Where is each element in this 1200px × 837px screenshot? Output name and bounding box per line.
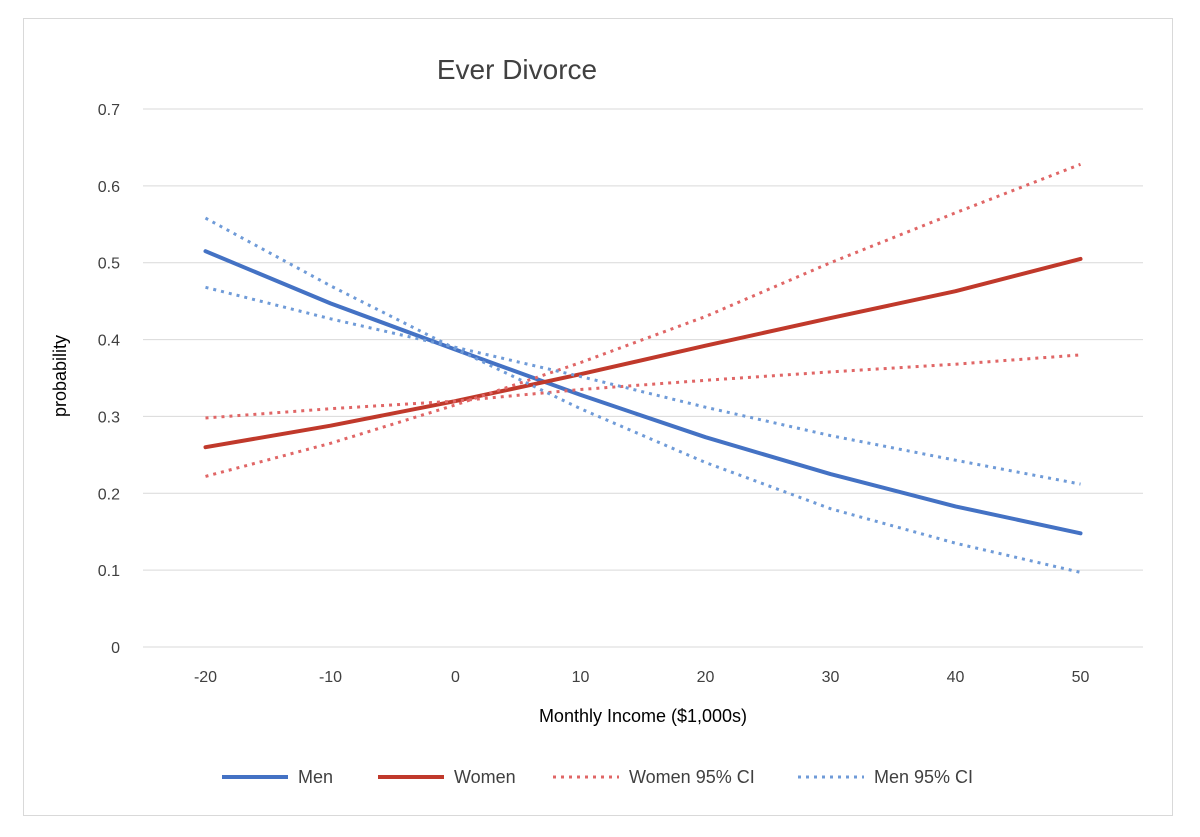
x-tick-label: -10 <box>319 669 342 686</box>
x-tick-label: 20 <box>697 669 715 686</box>
y-tick-label: 0.6 <box>98 179 120 196</box>
y-tick-label: 0.1 <box>98 563 120 580</box>
x-tick-label: 0 <box>451 669 460 686</box>
series-line-women-95-ci <box>205 162 1082 478</box>
x-tick-label: 10 <box>572 669 590 686</box>
chart-title: Ever Divorce <box>437 54 597 85</box>
y-axis-ticks: 0 0.1 0.2 0.3 0.4 0.5 0.6 0.7 <box>98 102 120 657</box>
y-tick-label: 0.3 <box>98 409 120 426</box>
series-line-men-95-ci <box>204 216 1081 574</box>
x-tick-label: 50 <box>1072 669 1090 686</box>
x-axis-label: Monthly Income ($1,000s) <box>539 706 747 726</box>
x-tick-label: 30 <box>822 669 840 686</box>
series-line-women-95-ci <box>205 353 1081 420</box>
legend: Men Women Women 95% CI Men 95% CI <box>222 767 973 787</box>
series-line-women <box>203 256 1083 450</box>
y-axis-label: probability <box>50 335 70 417</box>
grid-lines <box>143 108 1143 648</box>
x-tick-label: -20 <box>194 669 217 686</box>
y-tick-label: 0.4 <box>98 333 120 350</box>
series-line-men <box>203 249 1083 536</box>
y-tick-label: 0.5 <box>98 256 120 273</box>
legend-label: Men <box>298 767 333 787</box>
legend-label: Women <box>454 767 516 787</box>
x-axis-ticks: -20 -10 0 10 20 30 40 50 <box>194 669 1090 686</box>
series-lines <box>203 162 1083 574</box>
y-tick-label: 0.7 <box>98 102 120 119</box>
x-tick-label: 40 <box>947 669 965 686</box>
legend-label: Men 95% CI <box>874 767 973 787</box>
series-line-men-95-ci <box>205 285 1081 486</box>
y-tick-label: 0.2 <box>98 486 120 503</box>
legend-label: Women 95% CI <box>629 767 755 787</box>
y-tick-label: 0 <box>111 640 120 657</box>
